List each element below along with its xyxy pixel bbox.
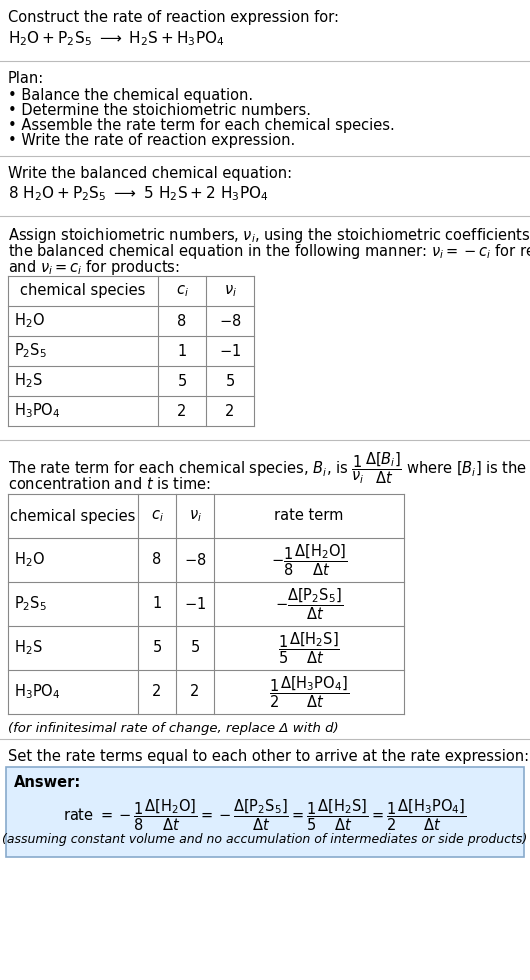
Text: chemical species: chemical species	[10, 509, 136, 523]
Text: • Determine the stoichiometric numbers.: • Determine the stoichiometric numbers.	[8, 103, 311, 118]
Text: $-1$: $-1$	[219, 343, 241, 359]
Text: Assign stoichiometric numbers, $\nu_i$, using the stoichiometric coefficients, $: Assign stoichiometric numbers, $\nu_i$, …	[8, 226, 530, 245]
Text: The rate term for each chemical species, $B_i$, is $\dfrac{1}{\nu_i}\dfrac{\Delt: The rate term for each chemical species,…	[8, 450, 530, 485]
Text: $\mathrm{P_2S_5}$: $\mathrm{P_2S_5}$	[14, 595, 47, 613]
Text: rate $= -\dfrac{1}{8}\dfrac{\Delta[\mathrm{H_2O}]}{\Delta t} = -\dfrac{\Delta[\m: rate $= -\dfrac{1}{8}\dfrac{\Delta[\math…	[63, 797, 467, 833]
Text: • Assemble the rate term for each chemical species.: • Assemble the rate term for each chemic…	[8, 118, 395, 133]
Text: $\mathrm{H_2O}$: $\mathrm{H_2O}$	[14, 551, 45, 569]
Text: Answer:: Answer:	[14, 775, 81, 790]
Text: • Write the rate of reaction expression.: • Write the rate of reaction expression.	[8, 133, 295, 148]
Text: $c_i$: $c_i$	[151, 509, 163, 524]
Text: $\dfrac{1}{5}\dfrac{\Delta[\mathrm{H_2S}]}{\Delta t}$: $\dfrac{1}{5}\dfrac{\Delta[\mathrm{H_2S}…	[278, 630, 340, 665]
Text: $\mathrm{H_3PO_4}$: $\mathrm{H_3PO_4}$	[14, 683, 60, 702]
Text: 5: 5	[190, 641, 200, 656]
Text: 8: 8	[178, 314, 187, 328]
Text: 2: 2	[178, 404, 187, 418]
Text: $-8$: $-8$	[184, 552, 206, 568]
Text: $\nu_i$: $\nu_i$	[189, 509, 201, 524]
Bar	[8, 276, 254, 426]
Text: concentration and $t$ is time:: concentration and $t$ is time:	[8, 476, 211, 492]
Text: 5: 5	[225, 373, 235, 388]
Text: 5: 5	[153, 641, 162, 656]
Text: (for infinitesimal rate of change, replace Δ with d): (for infinitesimal rate of change, repla…	[8, 722, 339, 735]
Text: (assuming constant volume and no accumulation of intermediates or side products): (assuming constant volume and no accumul…	[2, 833, 528, 846]
Text: Set the rate terms equal to each other to arrive at the rate expression:: Set the rate terms equal to each other t…	[8, 749, 529, 764]
Text: 5: 5	[178, 373, 187, 388]
Text: $-\dfrac{\Delta[\mathrm{P_2S_5}]}{\Delta t}$: $-\dfrac{\Delta[\mathrm{P_2S_5}]}{\Delta…	[275, 586, 343, 621]
Text: $\mathrm{H_2O + P_2S_5 \ \longrightarrow \ H_2S + H_3PO_4}$: $\mathrm{H_2O + P_2S_5 \ \longrightarrow…	[8, 29, 225, 48]
Text: $\mathrm{P_2S_5}$: $\mathrm{P_2S_5}$	[14, 342, 47, 361]
Text: $\mathrm{H_2O}$: $\mathrm{H_2O}$	[14, 312, 45, 330]
FancyBboxPatch shape	[6, 767, 524, 857]
Text: • Balance the chemical equation.: • Balance the chemical equation.	[8, 88, 253, 103]
Text: Write the balanced chemical equation:: Write the balanced chemical equation:	[8, 166, 292, 181]
Text: $-1$: $-1$	[184, 596, 206, 612]
Text: $\nu_i$: $\nu_i$	[224, 283, 236, 299]
Text: 2: 2	[225, 404, 235, 418]
Text: chemical species: chemical species	[20, 283, 146, 299]
Text: and $\nu_i = c_i$ for products:: and $\nu_i = c_i$ for products:	[8, 258, 180, 277]
Text: 2: 2	[152, 684, 162, 700]
Text: $\mathrm{8\ H_2O + P_2S_5 \ \longrightarrow \ 5\ H_2S + 2\ H_3PO_4}$: $\mathrm{8\ H_2O + P_2S_5 \ \longrightar…	[8, 184, 269, 203]
Text: $\mathrm{H_3PO_4}$: $\mathrm{H_3PO_4}$	[14, 402, 60, 420]
Text: $\mathrm{H_2S}$: $\mathrm{H_2S}$	[14, 639, 42, 658]
Text: 1: 1	[178, 344, 187, 359]
Text: rate term: rate term	[275, 509, 343, 523]
Text: 1: 1	[153, 597, 162, 612]
Bar	[8, 494, 404, 714]
Text: Construct the rate of reaction expression for:: Construct the rate of reaction expressio…	[8, 10, 339, 25]
Text: the balanced chemical equation in the following manner: $\nu_i = -c_i$ for react: the balanced chemical equation in the fo…	[8, 242, 530, 261]
Text: $c_i$: $c_i$	[175, 283, 189, 299]
Text: $-8$: $-8$	[219, 313, 241, 329]
Text: $\mathrm{H_2S}$: $\mathrm{H_2S}$	[14, 371, 42, 390]
Text: Plan:: Plan:	[8, 71, 44, 86]
Text: 2: 2	[190, 684, 200, 700]
Text: 8: 8	[153, 553, 162, 567]
Text: $\dfrac{1}{2}\dfrac{\Delta[\mathrm{H_3PO_4}]}{\Delta t}$: $\dfrac{1}{2}\dfrac{\Delta[\mathrm{H_3PO…	[269, 674, 349, 710]
Text: $-\dfrac{1}{8}\dfrac{\Delta[\mathrm{H_2O}]}{\Delta t}$: $-\dfrac{1}{8}\dfrac{\Delta[\mathrm{H_2O…	[271, 542, 347, 578]
